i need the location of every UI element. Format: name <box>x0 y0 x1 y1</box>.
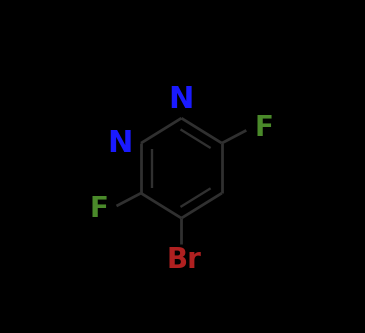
Text: N: N <box>107 129 132 158</box>
Text: N: N <box>169 85 194 114</box>
Text: F: F <box>255 114 274 142</box>
Text: F: F <box>89 194 108 222</box>
Text: Br: Br <box>167 246 202 274</box>
